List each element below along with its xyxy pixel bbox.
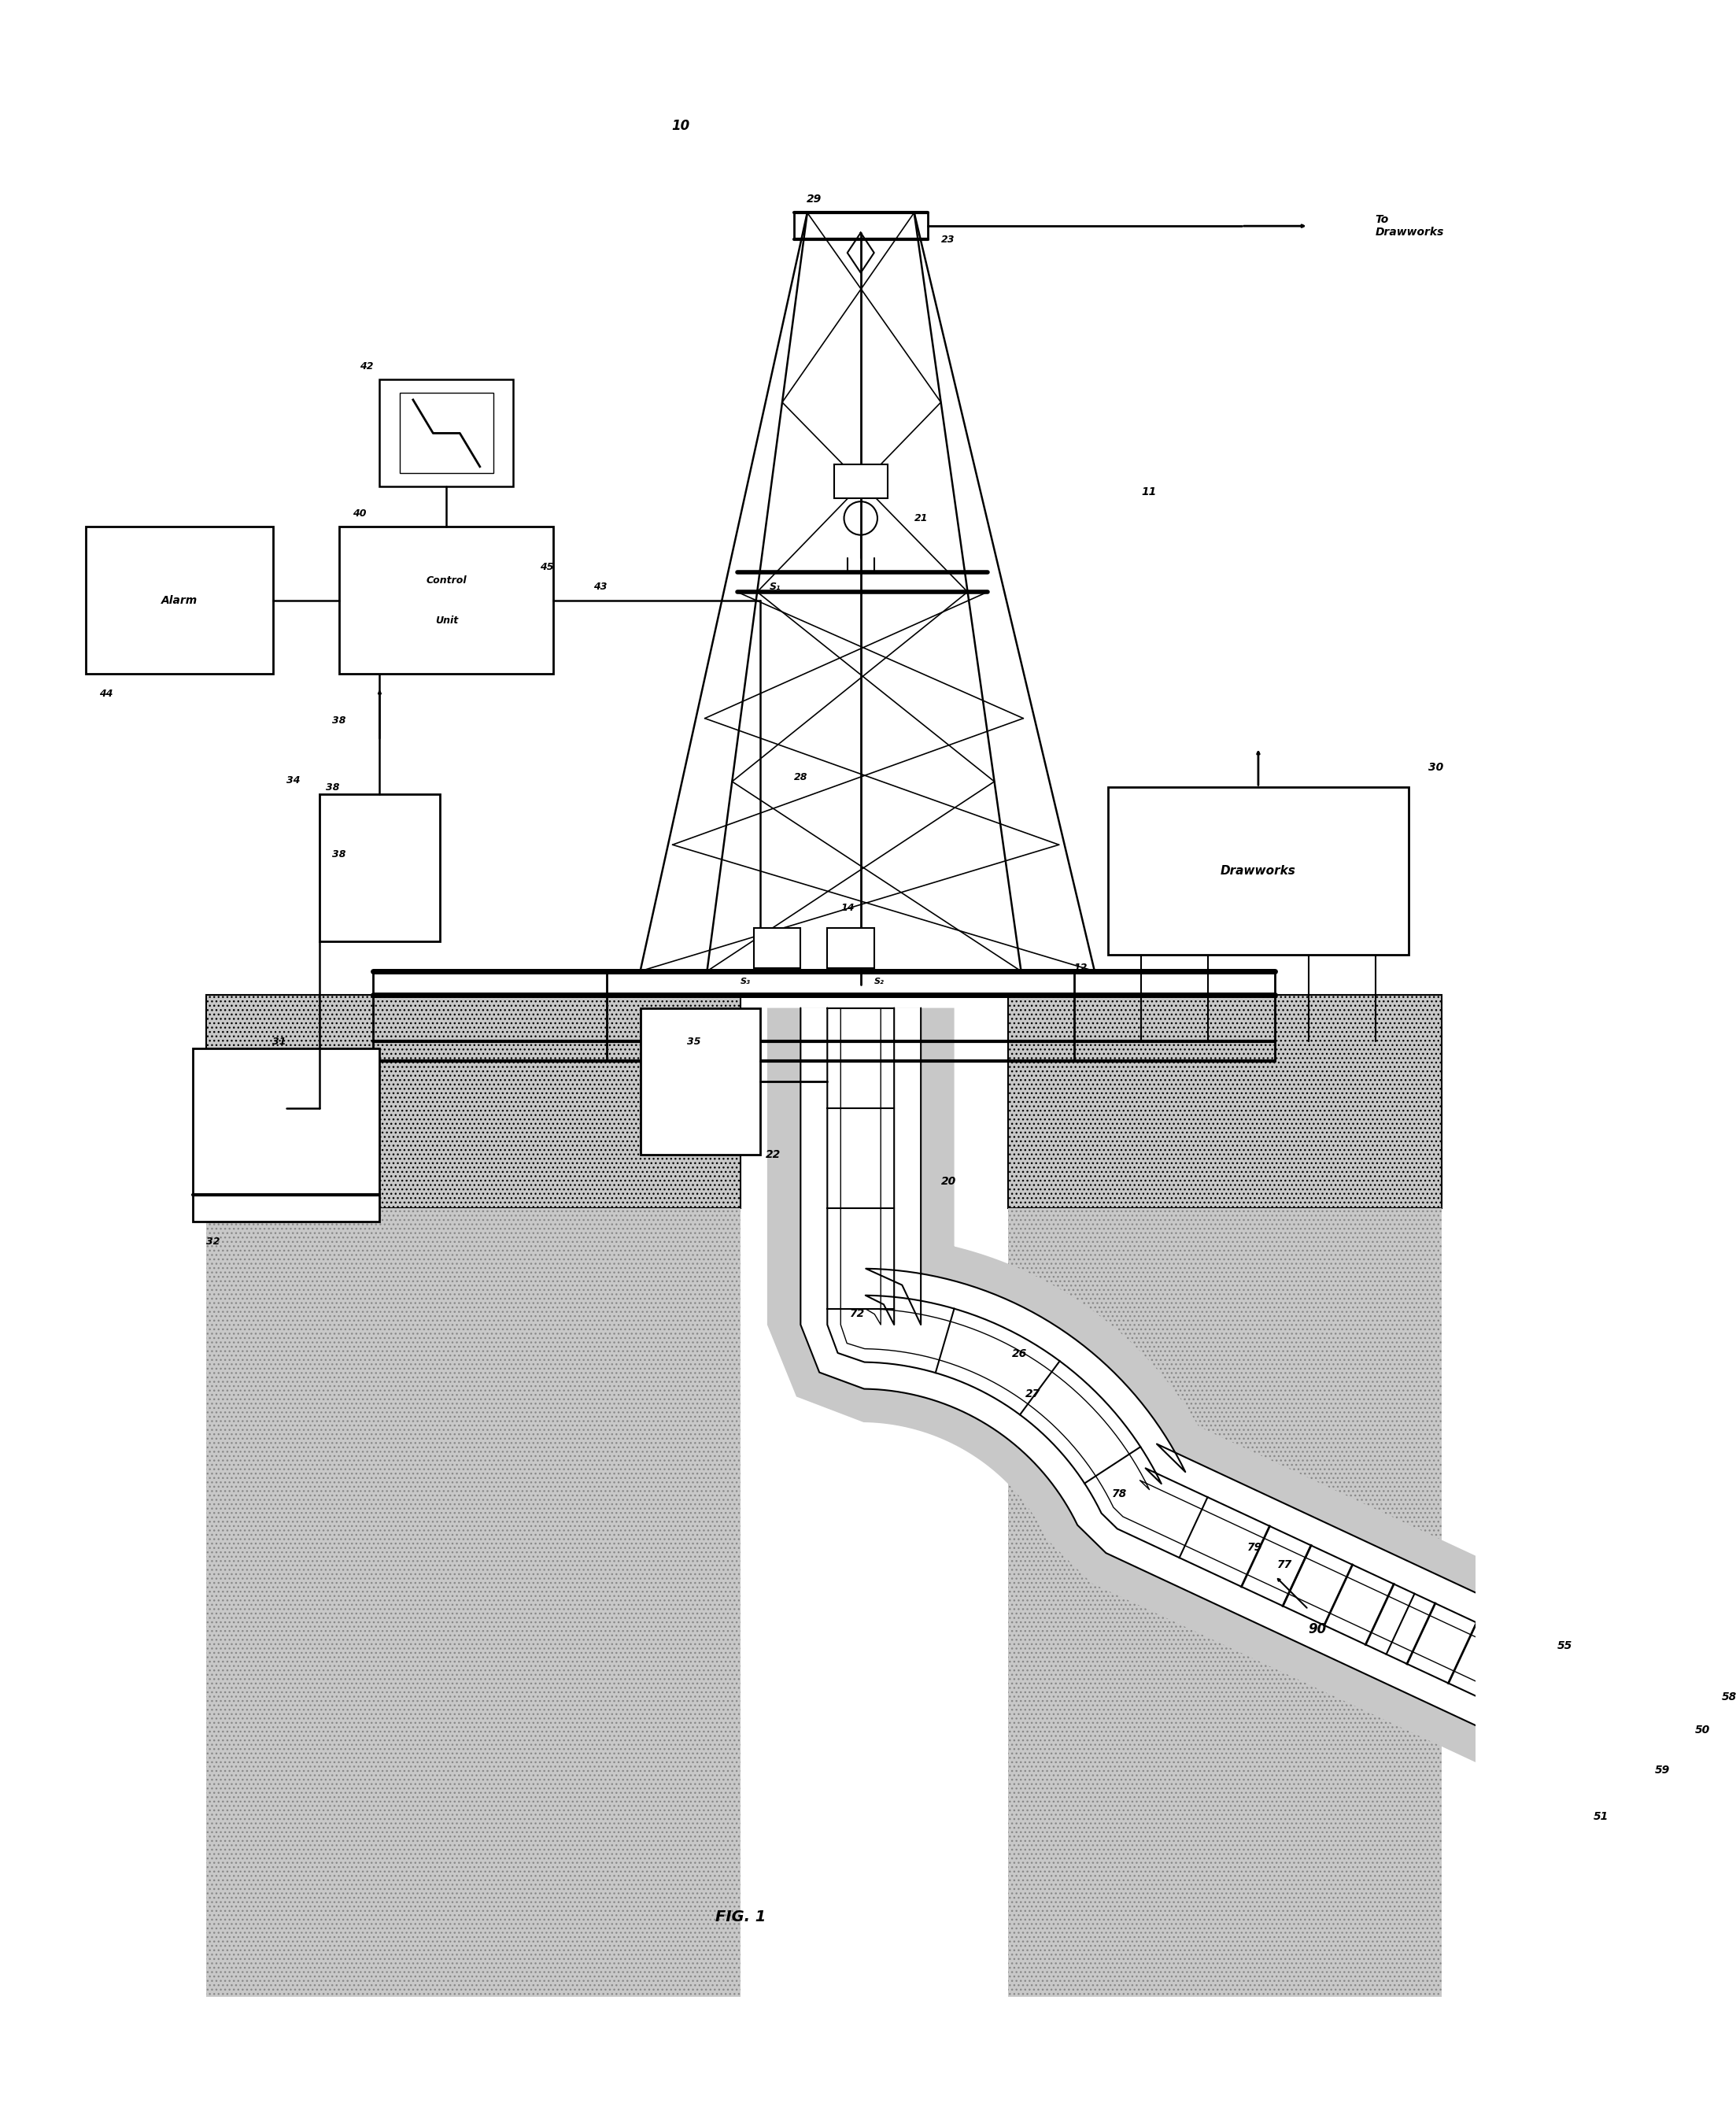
- Text: 23: 23: [941, 233, 955, 244]
- Text: 28: 28: [793, 772, 807, 783]
- Text: 50: 50: [1694, 1725, 1710, 1736]
- Text: 79: 79: [1246, 1543, 1262, 1553]
- Text: 10: 10: [672, 119, 689, 134]
- Bar: [340, 526, 554, 675]
- Text: 29: 29: [806, 193, 821, 206]
- Polygon shape: [800, 1008, 1733, 1821]
- Text: To
Drawworks: To Drawworks: [1375, 214, 1444, 238]
- Text: 78: 78: [1111, 1488, 1127, 1500]
- Text: Alarm: Alarm: [161, 594, 198, 605]
- Text: Control: Control: [425, 575, 467, 586]
- Bar: [641, 1008, 760, 1154]
- Text: 38: 38: [326, 783, 340, 792]
- Bar: [380, 380, 514, 486]
- Text: 43: 43: [594, 581, 608, 592]
- Text: 11: 11: [1141, 486, 1156, 497]
- Polygon shape: [828, 1008, 1720, 1797]
- Text: 14: 14: [840, 902, 854, 912]
- Bar: [1007, 1207, 1443, 1997]
- Text: FIG. 1: FIG. 1: [715, 1910, 766, 1925]
- Text: 59: 59: [1654, 1766, 1670, 1776]
- Text: 35: 35: [687, 1036, 701, 1046]
- Bar: [207, 1207, 741, 1997]
- Bar: [753, 927, 800, 968]
- Bar: [399, 393, 493, 473]
- Text: S₁: S₁: [769, 581, 781, 592]
- Text: 90: 90: [1309, 1623, 1326, 1636]
- Bar: [1007, 995, 1443, 1207]
- Text: Unit: Unit: [436, 615, 458, 626]
- Text: 21: 21: [915, 514, 929, 524]
- Text: S₂: S₂: [875, 978, 884, 985]
- Text: 77: 77: [1278, 1560, 1292, 1570]
- Text: 42: 42: [359, 361, 373, 371]
- Text: 58: 58: [1722, 1691, 1736, 1702]
- Text: 55: 55: [1557, 1640, 1573, 1651]
- Bar: [193, 1048, 380, 1222]
- Text: 44: 44: [99, 690, 113, 698]
- Text: 51: 51: [1594, 1812, 1609, 1823]
- Text: 31: 31: [273, 1036, 286, 1046]
- Text: 34: 34: [286, 775, 300, 785]
- Polygon shape: [207, 1207, 741, 1997]
- Polygon shape: [767, 1008, 1736, 1853]
- Bar: [833, 465, 887, 499]
- Text: S₃: S₃: [741, 978, 750, 985]
- Bar: [828, 927, 875, 968]
- Text: 20: 20: [941, 1176, 957, 1186]
- Text: 38: 38: [333, 849, 345, 859]
- Text: Drawworks: Drawworks: [1220, 866, 1297, 876]
- Text: 27: 27: [1024, 1388, 1040, 1401]
- Bar: [1108, 787, 1408, 955]
- Text: 30: 30: [1429, 762, 1444, 772]
- Polygon shape: [1007, 1207, 1443, 1997]
- Text: 22: 22: [766, 1150, 781, 1161]
- Text: 45: 45: [540, 562, 554, 573]
- Text: 40: 40: [352, 509, 366, 518]
- Text: 72: 72: [849, 1309, 865, 1320]
- Bar: [319, 794, 439, 940]
- Bar: [207, 995, 741, 1207]
- Text: 38: 38: [333, 715, 345, 726]
- Text: 26: 26: [1012, 1350, 1026, 1360]
- Bar: [85, 526, 273, 675]
- Text: 32: 32: [207, 1237, 220, 1248]
- Text: 12: 12: [1075, 963, 1088, 974]
- Polygon shape: [800, 1008, 1733, 1821]
